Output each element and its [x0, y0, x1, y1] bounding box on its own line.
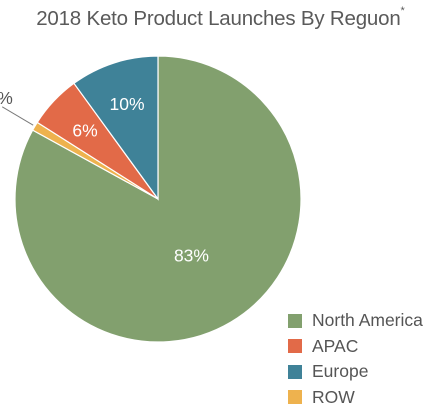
chart-title: 2018 Keto Product Launches By Reguon: [36, 7, 401, 30]
chart-title-footnote-mark: *: [400, 5, 405, 17]
legend-label: APAC: [312, 335, 359, 356]
pie-leader-line-row: [1, 106, 34, 126]
legend-label: Europe: [312, 361, 369, 382]
pie-label-europe: 10%: [110, 94, 145, 114]
legend-swatch: [288, 390, 302, 405]
legend-label: North America: [312, 310, 423, 331]
chart-title-wrap: 2018 Keto Product Launches By Reguon*: [0, 5, 441, 31]
legend-item-row: ROW: [288, 385, 423, 411]
legend-swatch: [288, 364, 302, 379]
pie-label-north-america: 83%: [174, 246, 209, 266]
pie-slices: [14, 55, 302, 343]
legend-item-apac: APAC: [288, 334, 423, 360]
legend-swatch: [288, 313, 302, 328]
legend-swatch: [288, 339, 302, 354]
chart-legend: North America APAC Europe ROW: [288, 308, 423, 410]
pie-slice-europe: [73, 55, 159, 201]
legend-item-north-america: North America: [288, 308, 423, 334]
pie-label-apac: 6%: [72, 120, 97, 140]
pie-labels: 83% 1% 6% 10%: [0, 88, 209, 266]
legend-item-europe: Europe: [288, 359, 423, 385]
pie-label-row: 1%: [0, 88, 13, 108]
legend-label: ROW: [312, 386, 355, 407]
